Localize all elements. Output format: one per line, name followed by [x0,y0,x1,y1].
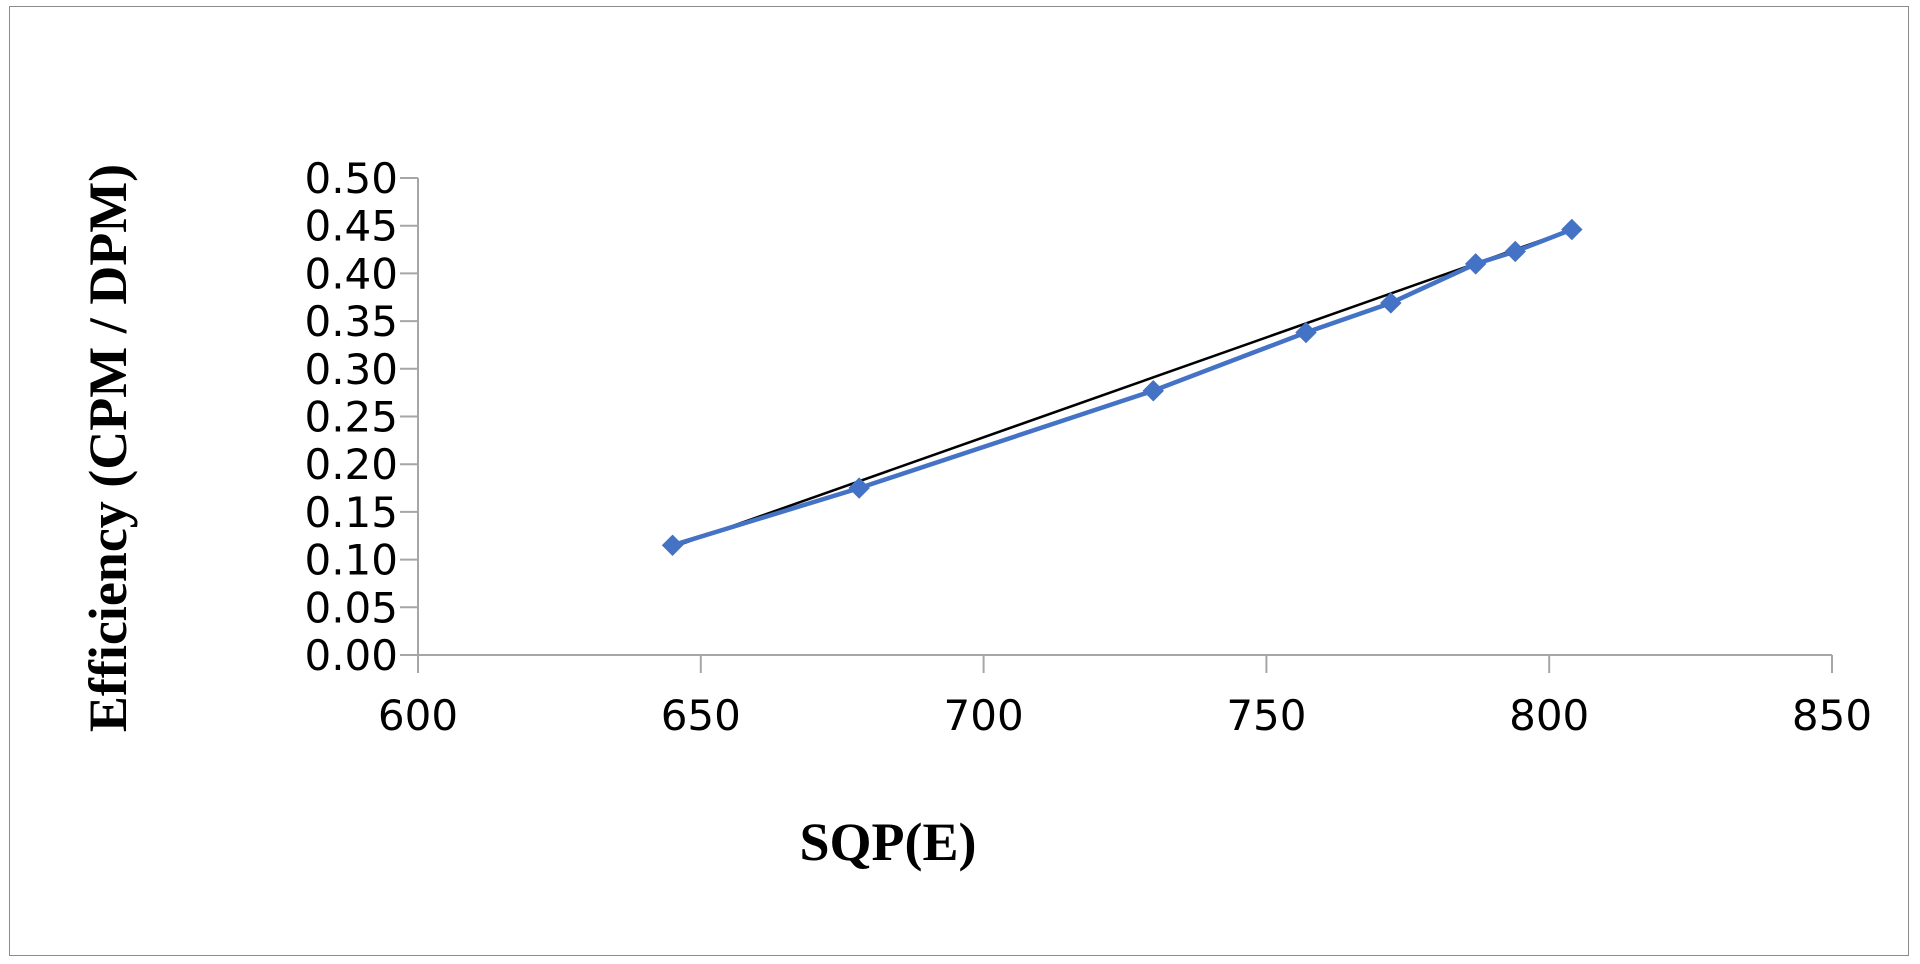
data-point-marker [1295,321,1317,344]
data-point-marker [1142,380,1164,402]
x-tick-label: 850 [1792,691,1872,740]
y-axis: 0.000.050.100.150.200.250.300.350.400.45… [304,154,419,680]
y-tick-label: 0.10 [304,536,398,585]
trendline-layer [672,228,1573,549]
x-axis-title: SQP(E) [799,812,976,872]
x-tick-label: 600 [378,691,458,740]
x-tick-label: 800 [1509,691,1589,740]
data-point-marker [1504,240,1526,263]
y-tick-label: 0.25 [304,393,398,442]
data-point-marker [848,477,870,499]
x-axis: 600 650 700 750 800 850 [378,654,1872,740]
y-tick-label: 0.35 [304,297,398,346]
x-tick-label: 750 [1226,691,1306,740]
y-tick-label: 0.20 [304,440,398,489]
y-tick-label: 0.30 [304,345,398,394]
y-tick-label: 0.40 [304,249,398,298]
data-point-marker [661,534,684,556]
trendline [672,228,1573,549]
y-axis-title: Efficiency (CPM / DPM) [78,164,138,732]
x-tick-label: 700 [944,691,1024,740]
y-tick-label: 0.50 [304,154,398,203]
data-point-marker [1380,292,1402,314]
y-tick-label: 0.15 [304,488,398,537]
y-tick-label: 0.05 [304,583,398,632]
x-tick-label: 650 [661,691,741,740]
series-layer [661,218,1583,556]
y-tick-label: 0.00 [304,631,398,680]
chart-frame [9,6,1909,956]
data-point-marker [1464,253,1487,275]
data-point-marker [1561,218,1583,241]
y-tick-label: 0.45 [304,202,398,251]
